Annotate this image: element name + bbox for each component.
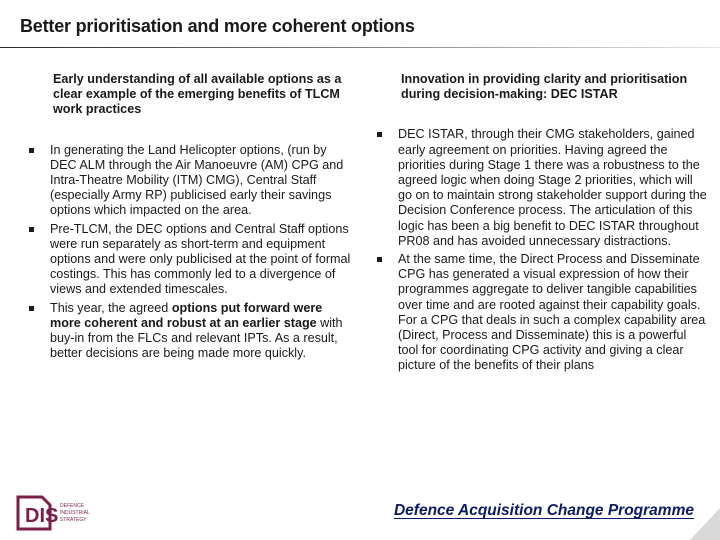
logo-small-line: STRATEGY (60, 517, 87, 523)
page-title: Better prioritisation and more coherent … (20, 16, 415, 36)
list-item: DEC ISTAR, through their CMG stakeholder… (368, 127, 708, 249)
bullet-text-post: with buy-in from the FLCs and relevant I… (50, 315, 343, 361)
dis-logo: DIS DEFENCE INDUSTRIAL STRATEGY (16, 495, 90, 531)
bullet-text: In generating the Land Helicopter option… (50, 142, 344, 218)
bullet-text: Pre-TLCM, the DEC options and Central St… (50, 221, 351, 297)
logo-text: DIS (25, 505, 58, 527)
bullet-text-pre: This year, the agreed (50, 300, 172, 315)
list-item: In generating the Land Helicopter option… (20, 143, 355, 219)
right-heading: Innovation in providing clarity and prio… (401, 72, 688, 102)
left-column: Early understanding of all available opt… (20, 72, 355, 364)
list-item: This year, the agreed options put forwar… (20, 301, 355, 362)
bullet-text-emphasis: options put forward were more coherent a… (50, 300, 323, 330)
left-heading: Early understanding of all available opt… (53, 72, 342, 117)
bullet-icon (29, 305, 34, 311)
list-item: Pre-TLCM, the DEC options and Central St… (20, 222, 355, 298)
bullet-icon (377, 257, 382, 263)
list-item: At the same time, the Direct Process and… (368, 252, 708, 374)
programme-title: Defence Acquisition Change Programme (393, 502, 694, 519)
logo-small-line: INDUSTRIAL (60, 510, 90, 516)
bullet-icon (29, 147, 34, 153)
left-bullet-list: In generating the Land Helicopter option… (20, 143, 355, 362)
right-column: Innovation in providing clarity and prio… (368, 72, 708, 377)
bullet-text: At the same time, the Direct Process and… (398, 252, 706, 373)
logo-small-line: DEFENCE (60, 503, 85, 509)
bullet-icon (29, 226, 34, 232)
title-divider (0, 47, 720, 48)
page-curl (690, 508, 720, 540)
bullet-icon (377, 132, 382, 138)
bullet-text: DEC ISTAR, through their CMG stakeholder… (398, 127, 707, 248)
right-bullet-list: DEC ISTAR, through their CMG stakeholder… (368, 127, 708, 373)
